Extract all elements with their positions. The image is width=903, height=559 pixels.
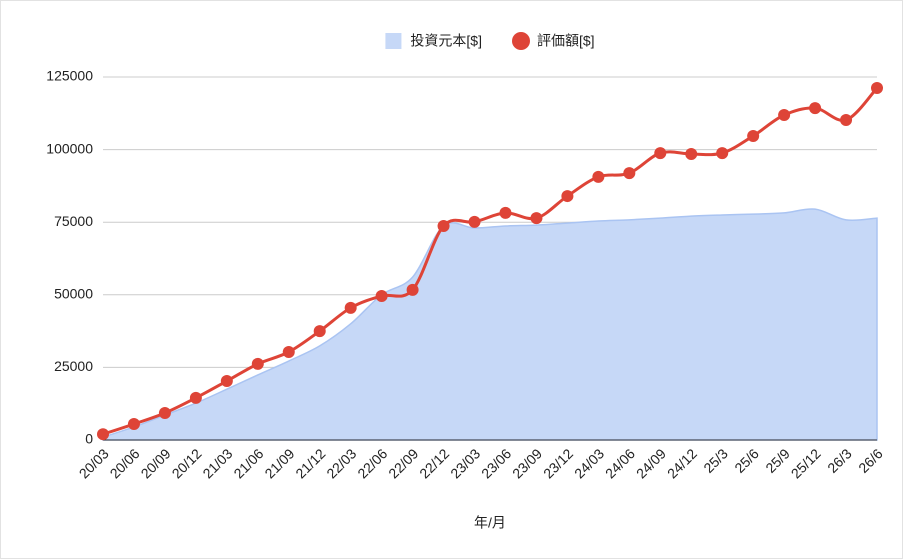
point [220,375,233,388]
x-axis-title: 年/月 [474,515,506,531]
point [685,147,698,160]
point [592,170,605,183]
area [102,208,878,441]
point [282,346,295,359]
legend-swatch [385,33,402,49]
point [840,113,853,126]
y-tick-label: 125000 [46,68,93,84]
point [561,190,574,203]
point [468,215,481,228]
point [437,219,450,232]
point [344,301,357,314]
point [778,109,791,122]
point [158,406,171,419]
point [809,102,822,115]
point [313,325,326,338]
legend-label: 評価額[$] [537,33,595,49]
y-tick-label: 100000 [46,140,93,156]
point [654,147,667,160]
y-tick-label: 25000 [54,358,93,374]
point [530,212,543,225]
point [747,129,760,142]
y-tick-label: 0 [85,431,93,447]
y-tick-label: 50000 [54,286,93,302]
point [127,418,140,431]
point [189,391,202,404]
point [375,289,388,302]
point [499,206,512,219]
point [251,357,264,370]
legend-label: 投資元本[$] [410,33,482,49]
legend: 投資元本[$] 評価額[$] [385,32,595,50]
point [406,283,419,296]
point [623,167,636,180]
point [716,147,729,160]
legend-swatch [512,32,530,50]
point [871,82,883,95]
y-tick-label: 75000 [54,213,93,229]
point [97,428,109,441]
